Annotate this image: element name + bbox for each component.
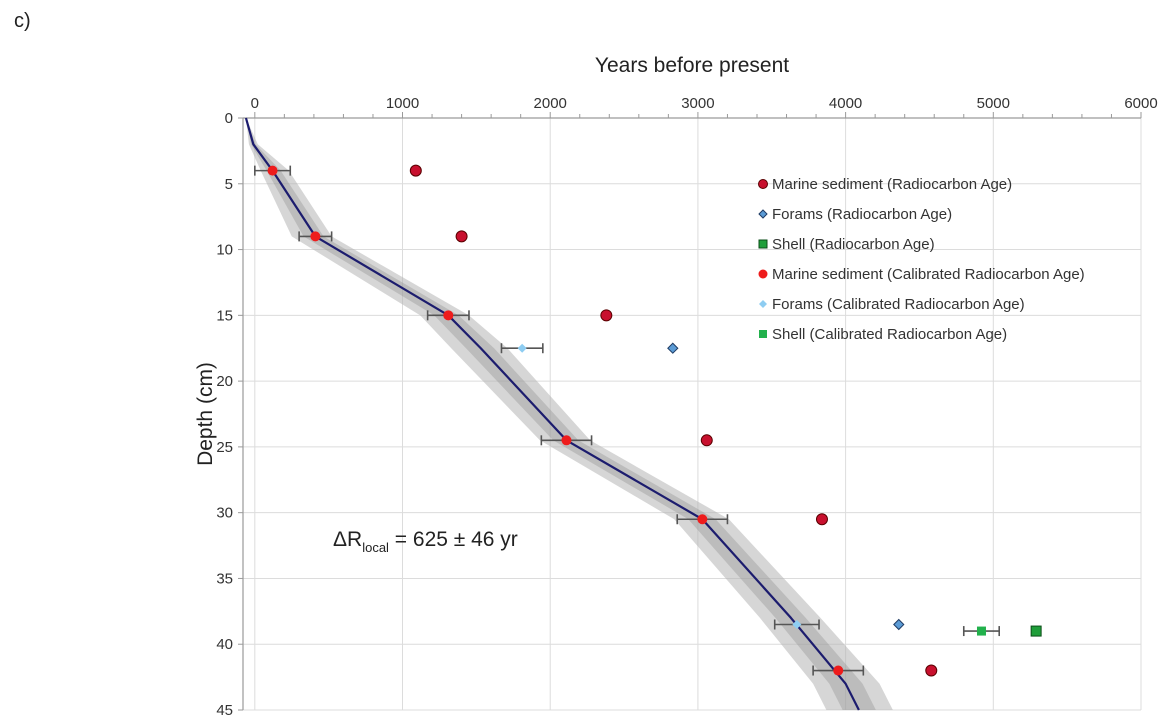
legend-marker [758, 269, 768, 279]
age-model-curve [244, 117, 860, 711]
delta-r-value: = 625 ± 46 yr [389, 528, 518, 551]
data-point [667, 342, 679, 354]
data-point [1030, 625, 1042, 637]
delta-r-prefix: ΔR [333, 528, 362, 551]
legend-label: Forams (Calibrated Radiocarbon Age) [772, 296, 1025, 313]
data-point [267, 165, 278, 176]
x-tick-label: 0 [251, 95, 259, 112]
y-axis-title: Depth (cm) [194, 362, 217, 466]
legend-item: Marine sediment (Calibrated Radiocarbon … [758, 266, 1085, 283]
panel-label: c) [14, 10, 31, 32]
data-point [925, 664, 938, 677]
x-tick-label: 1000 [386, 95, 419, 112]
y-tick-label: 10 [216, 242, 233, 259]
delta-r-subscript: local [362, 540, 389, 555]
uncertainty-band [245, 118, 893, 710]
legend-marker [759, 300, 767, 308]
y-tick-label: 25 [216, 439, 233, 456]
data-point [517, 343, 527, 353]
legend-item: Marine sediment (Radiocarbon Age) [758, 176, 1012, 193]
y-tick-label: 30 [216, 505, 233, 522]
data-point [697, 514, 708, 525]
legend-item: Forams (Calibrated Radiocarbon Age) [759, 296, 1025, 313]
data-point [893, 618, 905, 631]
data-point [443, 310, 454, 321]
grid [243, 117, 1142, 711]
y-tick-label: 40 [216, 636, 233, 653]
legend-label: Marine sediment (Calibrated Radiocarbon … [772, 266, 1085, 283]
legend-marker [758, 239, 768, 249]
age-model-line [244, 117, 860, 711]
legend-marker [759, 330, 767, 338]
y-tick-label: 5 [225, 176, 233, 193]
data-point [700, 434, 713, 447]
x-tick-label: 3000 [681, 95, 714, 112]
delta-r-annotation: ΔRlocal = 625 ± 46 yr [333, 528, 518, 555]
legend-label: Forams (Radiocarbon Age) [772, 206, 952, 223]
data-point [561, 435, 572, 446]
x-tick-label: 4000 [829, 95, 862, 112]
data-point [815, 513, 828, 526]
legend-label: Shell (Radiocarbon Age) [772, 236, 935, 253]
data-point [409, 164, 422, 177]
data-point [792, 619, 802, 629]
y-tick-label: 35 [216, 570, 233, 587]
data-point [833, 665, 844, 676]
x-tick-label: 2000 [534, 95, 567, 112]
legend-marker [758, 179, 768, 189]
legend-item: Shell (Calibrated Radiocarbon Age) [759, 326, 1007, 343]
axes: 0 1000 2000 3000 4000 5000 6000 0 5 10 15 20 25 30 35 4… [216, 95, 1157, 717]
legend-label: Shell (Calibrated Radiocarbon Age) [772, 326, 1007, 343]
y-tick-label: 45 [216, 702, 233, 717]
data-point [600, 309, 613, 322]
y-tick-label: 0 [225, 110, 233, 127]
x-tick-label: 5000 [977, 95, 1010, 112]
legend-item: Forams (Radiocarbon Age) [758, 206, 952, 223]
data-point [976, 626, 986, 636]
x-axis-title: Years before present [595, 54, 789, 77]
data-point [310, 231, 321, 242]
legend: Marine sediment (Radiocarbon Age) Forams … [758, 176, 1085, 343]
y-tick-label: 20 [216, 373, 233, 390]
x-tick-label: 6000 [1124, 95, 1157, 112]
legend-marker [758, 209, 768, 219]
legend-label: Marine sediment (Radiocarbon Age) [772, 176, 1012, 193]
age-model-band [245, 118, 893, 710]
data-point [455, 230, 468, 243]
y-tick-label: 15 [216, 307, 233, 324]
uncertainty-band-core [245, 118, 876, 710]
legend-item: Shell (Radiocarbon Age) [758, 236, 935, 253]
data-points [254, 164, 1042, 677]
